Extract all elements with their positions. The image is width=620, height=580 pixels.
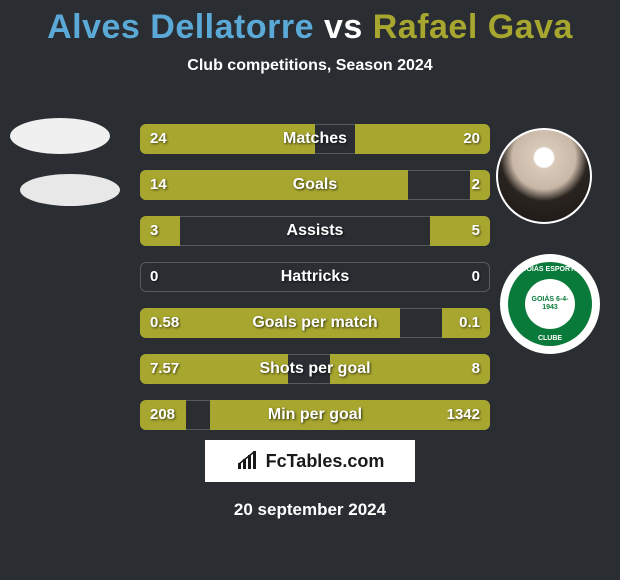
stat-row: 2420Matches — [140, 124, 490, 154]
stat-label: Min per goal — [140, 400, 490, 430]
stat-row: 7.578Shots per goal — [140, 354, 490, 384]
stat-label: Hattricks — [140, 262, 490, 292]
stat-label: Goals — [140, 170, 490, 200]
club-ring-top: GOIÁS ESPORTE — [521, 266, 579, 273]
club-ring-bottom: CLUBE — [538, 335, 562, 342]
stat-label: Assists — [140, 216, 490, 246]
player-left-club-placeholder — [20, 174, 120, 206]
stat-label: Goals per match — [140, 308, 490, 338]
stat-row: 35Assists — [140, 216, 490, 246]
fctables-logo: FcTables.com — [205, 440, 415, 482]
stat-row: 142Goals — [140, 170, 490, 200]
player-right-avatar — [496, 128, 592, 224]
title-player-left: Alves Dellatorre — [47, 8, 314, 46]
chart-icon — [236, 451, 260, 471]
stat-label: Shots per goal — [140, 354, 490, 384]
stat-row: 0.580.1Goals per match — [140, 308, 490, 338]
subtitle: Club competitions, Season 2024 — [0, 57, 620, 75]
player-left-avatar-placeholder — [10, 118, 110, 154]
club-badge-center: GOIÁS 6-4-1943 — [525, 279, 575, 329]
club-badge-inner: GOIÁS ESPORTE GOIÁS 6-4-1943 CLUBE — [508, 262, 592, 346]
title-vs: vs — [324, 8, 363, 46]
stat-row: 2081342Min per goal — [140, 400, 490, 430]
stats-area: 2420Matches 142Goals 35Assists 00Hattricks 0… — [140, 124, 490, 446]
title-player-right: Rafael Gava — [373, 8, 573, 46]
page-title: Alves Dellatorre vs Rafael Gava — [0, 0, 620, 47]
stat-label: Matches — [140, 124, 490, 154]
date-label: 20 september 2024 — [0, 500, 620, 520]
logo-text: FcTables.com — [266, 451, 385, 472]
stat-row: 00Hattricks — [140, 262, 490, 292]
club-badge: GOIÁS ESPORTE GOIÁS 6-4-1943 CLUBE — [500, 254, 600, 354]
